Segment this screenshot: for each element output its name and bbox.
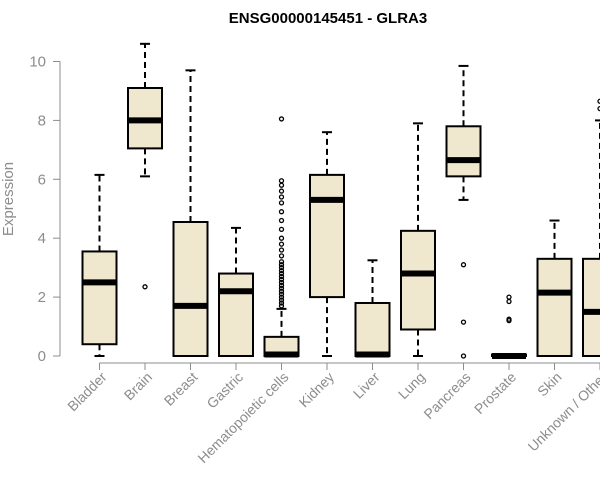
x-tick-label: Brain xyxy=(121,369,155,403)
outlier-point xyxy=(278,285,285,291)
outlier-point xyxy=(278,217,285,224)
y-tick-label: 8 xyxy=(38,112,46,129)
outlier-point xyxy=(278,178,285,184)
outlier-point xyxy=(278,259,285,265)
x-tick-label: Pancreas xyxy=(420,369,473,422)
iqr-box xyxy=(309,173,345,299)
outlier-point xyxy=(278,264,285,271)
box-group xyxy=(81,173,118,357)
iqr-box xyxy=(172,221,209,357)
outlier-point xyxy=(278,116,285,122)
outlier-point xyxy=(278,288,285,294)
y-tick-label: 10 xyxy=(29,54,46,71)
outlier-point xyxy=(278,267,285,274)
iqr-box xyxy=(445,125,482,178)
box-group xyxy=(172,69,209,357)
outlier-point xyxy=(278,200,285,206)
box-group xyxy=(218,226,254,358)
y-tick-label: 6 xyxy=(38,171,46,188)
outlier-point xyxy=(278,182,285,188)
outlier-point xyxy=(278,282,285,288)
x-tick-label: Prostate xyxy=(471,369,519,417)
iqr-box xyxy=(400,229,436,331)
box-group xyxy=(354,259,391,358)
y-axis-label: Expression xyxy=(0,162,17,236)
x-tick-label: Bladder xyxy=(64,369,110,415)
box-group xyxy=(582,98,600,357)
outlier-point xyxy=(278,270,285,277)
outlier-point xyxy=(278,291,285,297)
outlier-point xyxy=(142,284,148,290)
box-group xyxy=(309,131,345,357)
iqr-box xyxy=(536,257,573,357)
outlier-point xyxy=(278,247,285,253)
iqr-box xyxy=(354,301,391,357)
outlier-point xyxy=(278,279,285,286)
outlier-point xyxy=(460,319,467,325)
iqr-box xyxy=(582,257,600,357)
x-tick-label: Hematopoietic cells xyxy=(194,369,291,466)
outlier-point xyxy=(278,300,285,306)
x-tick-label: Lung xyxy=(395,369,428,402)
box-group xyxy=(491,294,527,359)
outlier-point xyxy=(278,235,285,241)
outlier-point xyxy=(506,316,512,322)
y-tick-label: 4 xyxy=(38,230,46,247)
outlier-point xyxy=(278,226,285,233)
y-tick-label: 2 xyxy=(38,289,46,306)
outlier-point xyxy=(278,194,285,200)
outlier-point xyxy=(278,273,285,280)
outlier-point xyxy=(278,303,285,309)
outlier-point xyxy=(278,209,285,215)
outlier-point xyxy=(278,294,285,300)
boxes xyxy=(81,42,600,359)
outlier-point xyxy=(597,98,600,104)
axes: 0 2 4 6 8 10 xyxy=(29,54,600,365)
iqr-box xyxy=(81,250,118,346)
outlier-point xyxy=(597,105,600,112)
y-tick-label: 0 xyxy=(38,348,46,365)
outlier-point xyxy=(460,353,467,359)
outlier-point xyxy=(278,276,285,283)
chart-title: ENSG00000145451 - GLRA3 xyxy=(229,10,427,27)
box-group xyxy=(127,42,163,290)
x-tick-label: Liver xyxy=(350,369,383,402)
outlier-point xyxy=(278,253,285,259)
x-tick-label: Kidney xyxy=(296,369,338,411)
outlier-point xyxy=(506,294,512,300)
box-group xyxy=(536,219,573,357)
box-group xyxy=(263,116,300,358)
outlier-point xyxy=(278,262,285,268)
outlier-point xyxy=(278,297,285,303)
box-group xyxy=(445,64,482,359)
x-tick-label: Skin xyxy=(534,369,565,400)
outlier-point xyxy=(460,262,467,268)
x-tick-label: Breast xyxy=(161,369,201,409)
box-group xyxy=(400,122,436,357)
x-tick-label: Gastric xyxy=(203,369,246,412)
iqr-box xyxy=(218,272,254,358)
outlier-point xyxy=(506,298,512,305)
outlier-point xyxy=(278,188,285,194)
outlier-point xyxy=(278,241,285,247)
